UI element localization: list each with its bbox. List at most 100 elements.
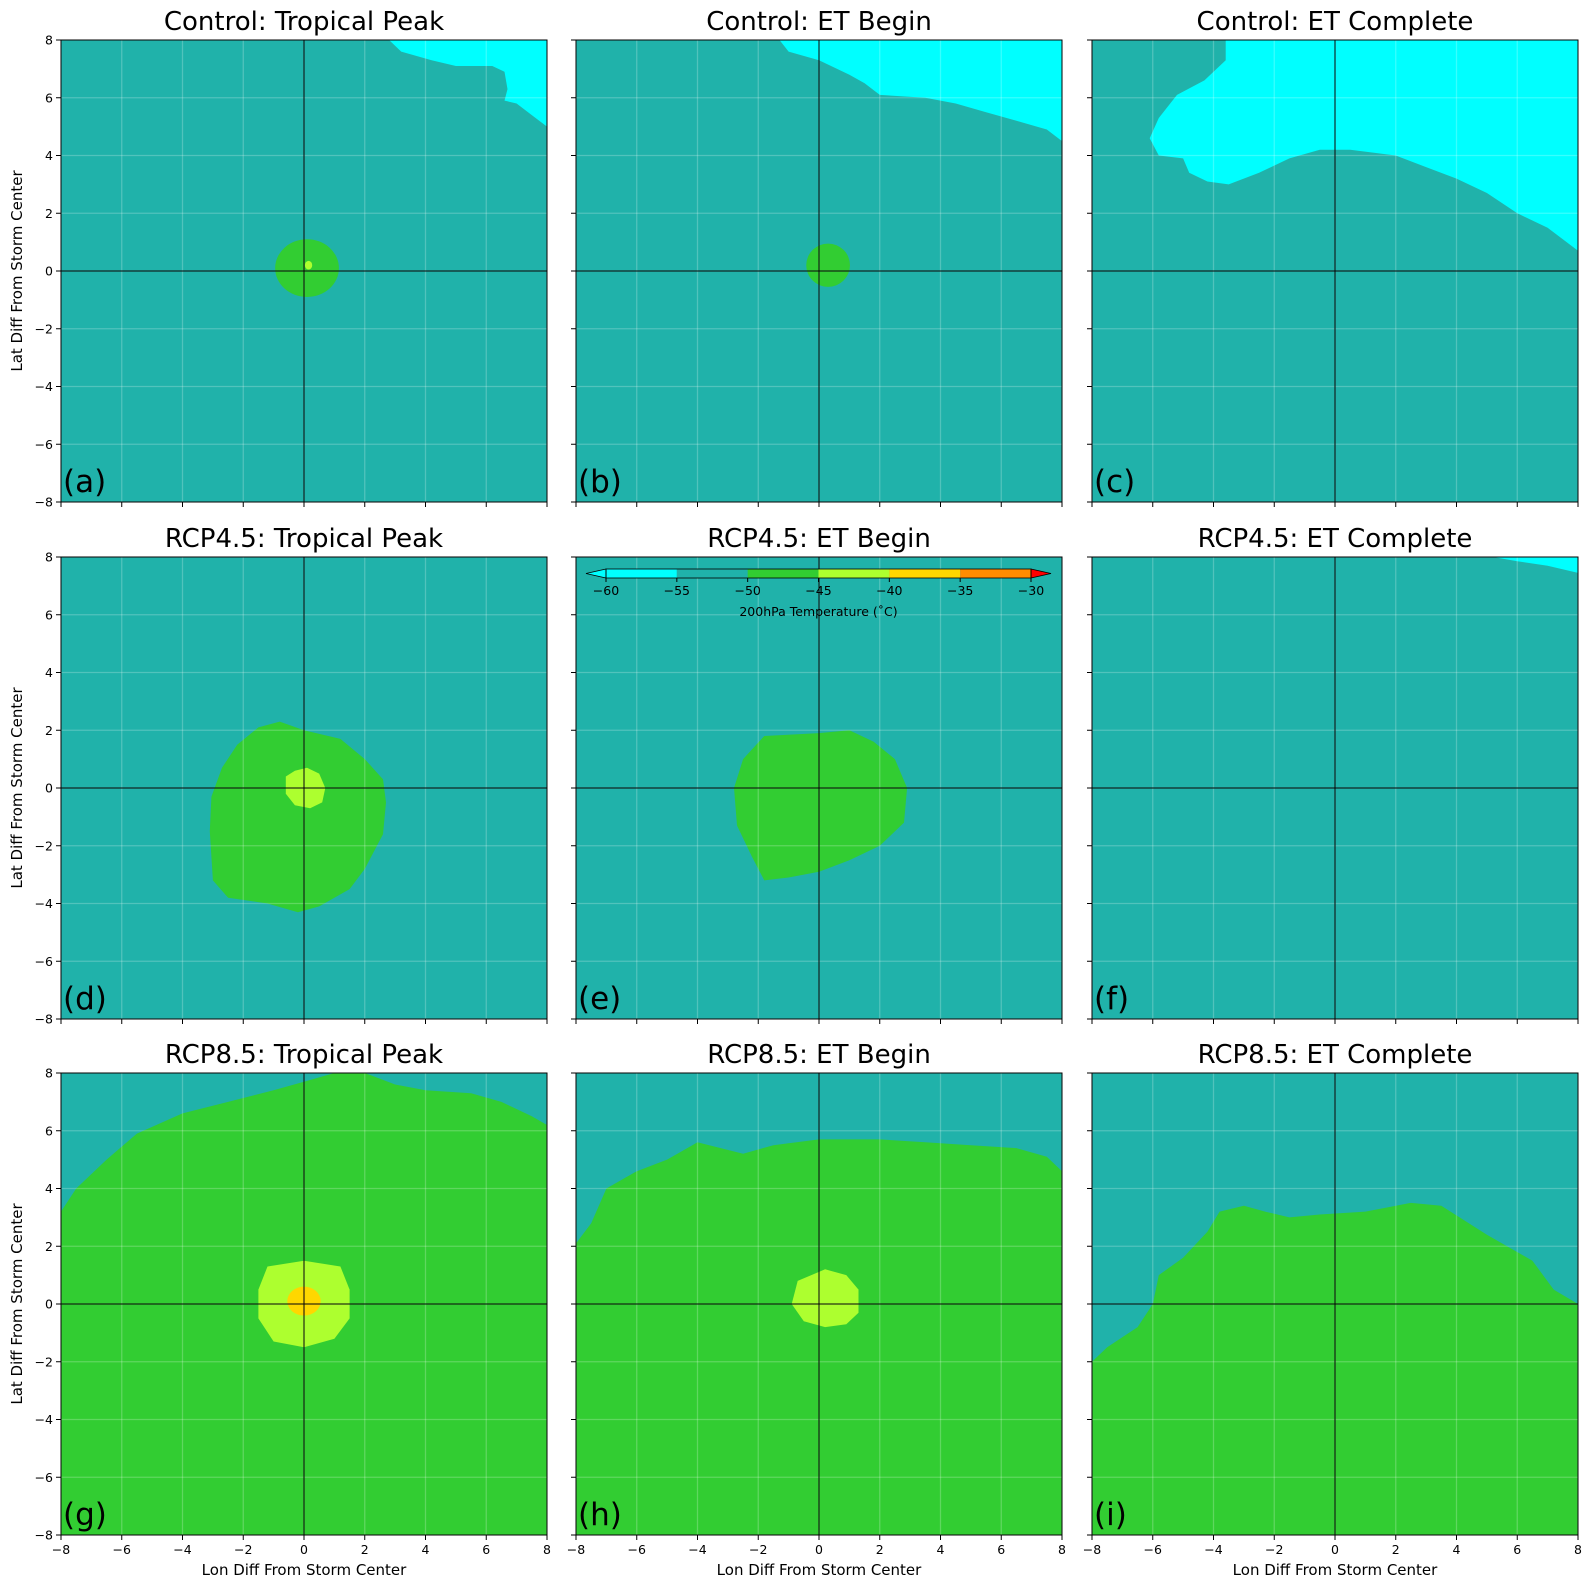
panel-title: Control: ET Complete (1197, 7, 1474, 37)
panel-label: (e) (578, 981, 621, 1017)
x-tick-label: 4 (937, 1542, 945, 1557)
x-tick-label: 0 (815, 1542, 823, 1557)
x-tick-label: −4 (173, 1542, 191, 1557)
y-tick-label: 4 (45, 148, 53, 163)
colorbar-segment (676, 569, 748, 578)
colorbar-tick-label: −40 (876, 583, 902, 598)
x-tick-label: 2 (1392, 1542, 1400, 1557)
x-axis-label: Lon Diff From Storm Center (1233, 1561, 1438, 1579)
contour-region-teal (576, 1073, 1062, 1244)
y-tick-label: −6 (35, 437, 53, 452)
contour-region-green (806, 243, 850, 287)
contour-region-yellowgreen (791, 1269, 859, 1328)
panel-h: −8 −6 −4 −2 0 2 4 6 8 RCP8.5: ET Begin (h) Lon Diff… (567, 1040, 1066, 1579)
contour-region-teal (364, 1073, 547, 1125)
contour-region-teal (61, 1073, 335, 1212)
y-tick-label: 2 (45, 206, 53, 221)
x-tick-label: 6 (997, 1542, 1005, 1557)
contour-region-cyan (1493, 557, 1578, 573)
contour-region-green (209, 721, 386, 913)
y-tick-label: 2 (45, 723, 53, 738)
y-tick-label: 8 (45, 33, 53, 48)
contour-region-green (734, 730, 908, 881)
panel-label: (d) (63, 981, 107, 1017)
y-tick-label: 8 (45, 550, 53, 565)
x-tick-label: 8 (1574, 1542, 1582, 1557)
y-axis-label: Lat Diff From Storm Center (8, 170, 26, 372)
y-tick-label: 6 (45, 607, 53, 622)
x-tick-label: 2 (361, 1542, 369, 1557)
panel-label: (i) (1094, 1497, 1127, 1533)
y-tick-label: −2 (35, 838, 53, 853)
x-tick-label: 0 (300, 1542, 308, 1557)
panel-title: RCP4.5: ET Complete (1198, 524, 1473, 554)
panel-title: Control: Tropical Peak (164, 7, 444, 37)
colorbar-tick-label: −45 (805, 583, 831, 598)
contour-region-yellowgreen (304, 260, 313, 270)
panel-a: 8 6 4 2 0 −2 −4 −6 −8 Control: Tropical Peak (a) La… (8, 7, 548, 510)
x-tick-label: −4 (1204, 1542, 1222, 1557)
panel-title: RCP8.5: ET Complete (1198, 1040, 1473, 1070)
panel-label: (a) (63, 464, 106, 500)
y-tick-label: 0 (45, 781, 53, 796)
y-tick-label: −8 (35, 495, 53, 510)
colorbar-segment (606, 569, 677, 578)
y-tick-label: −8 (35, 1012, 53, 1027)
x-tick-label: −6 (628, 1542, 646, 1557)
contour-region-cyan (779, 40, 1062, 142)
colorbar-tick-label: −35 (947, 583, 973, 598)
panel-title: RCP4.5: Tropical Peak (165, 524, 443, 554)
colorbar-segment (889, 569, 961, 578)
colorbar-tick-label: −60 (593, 583, 619, 598)
colorbar-label: 200hPa Temperature (˚C) (739, 604, 897, 619)
x-tick-label: 6 (1513, 1542, 1521, 1557)
x-tick-label: 0 (1331, 1542, 1339, 1557)
y-tick-label: 6 (45, 90, 53, 105)
x-tick-label: 8 (1058, 1542, 1066, 1557)
panel-label: (c) (1094, 464, 1135, 500)
contour-region-cyan (1149, 40, 1578, 251)
x-axis-label: Lon Diff From Storm Center (717, 1561, 922, 1579)
y-tick-label: 4 (45, 665, 53, 680)
x-tick-label: −2 (234, 1542, 252, 1557)
y-tick-label: 0 (45, 1297, 53, 1312)
y-tick-label: −4 (35, 896, 53, 911)
y-tick-label: 0 (45, 264, 53, 279)
colorbar-segment (818, 569, 890, 578)
y-tick-label: −4 (35, 379, 53, 394)
y-tick-label: 4 (45, 1181, 53, 1196)
panel-label: (f) (1094, 981, 1129, 1017)
panel-d: 8 6 4 2 0 −2 −4 −6 −8 RCP4.5: Tropical Peak (d) Lat… (8, 524, 548, 1027)
panel-title: RCP8.5: ET Begin (707, 1040, 931, 1070)
panel-label: (g) (63, 1497, 107, 1533)
colorbar-tick-label: −50 (734, 583, 760, 598)
colorbar-tick-label: −30 (1018, 583, 1044, 598)
x-axis-label: Lon Diff From Storm Center (202, 1561, 407, 1579)
x-tick-label: −8 (567, 1542, 585, 1557)
x-tick-label: 2 (876, 1542, 884, 1557)
colorbar-tick-label: −55 (664, 583, 690, 598)
y-tick-label: 2 (45, 1239, 53, 1254)
y-tick-label: −4 (35, 1412, 53, 1427)
panel-label: (h) (578, 1497, 622, 1533)
x-tick-label: −8 (1083, 1542, 1101, 1557)
x-tick-label: 4 (422, 1542, 430, 1557)
contour-region-cyan (389, 40, 547, 127)
x-tick-label: −2 (1265, 1542, 1283, 1557)
y-tick-label: 6 (45, 1123, 53, 1138)
panel-title: RCP8.5: Tropical Peak (165, 1040, 443, 1070)
y-tick-label: −2 (35, 321, 53, 336)
colorbar-segment (960, 569, 1031, 578)
panel-f: RCP4.5: ET Complete (f) (1087, 524, 1579, 1024)
contour-region-teal (1092, 1073, 1578, 1362)
y-tick-label: 8 (45, 1066, 53, 1081)
x-tick-label: 4 (1453, 1542, 1461, 1557)
x-tick-label: −6 (1144, 1542, 1162, 1557)
y-tick-label: −2 (35, 1354, 53, 1369)
y-tick-label: −6 (35, 1470, 53, 1485)
panel-g: −8 −6 −4 −2 0 2 4 6 8 8 6 4 2 0 −2 −4 −6 −8 RCP8.5: Tropic… (8, 1040, 551, 1579)
panel-b: Control: ET Begin (b) (571, 7, 1063, 507)
panel-c: Control: ET Complete (c) (1087, 7, 1579, 507)
x-tick-label: −8 (52, 1542, 70, 1557)
